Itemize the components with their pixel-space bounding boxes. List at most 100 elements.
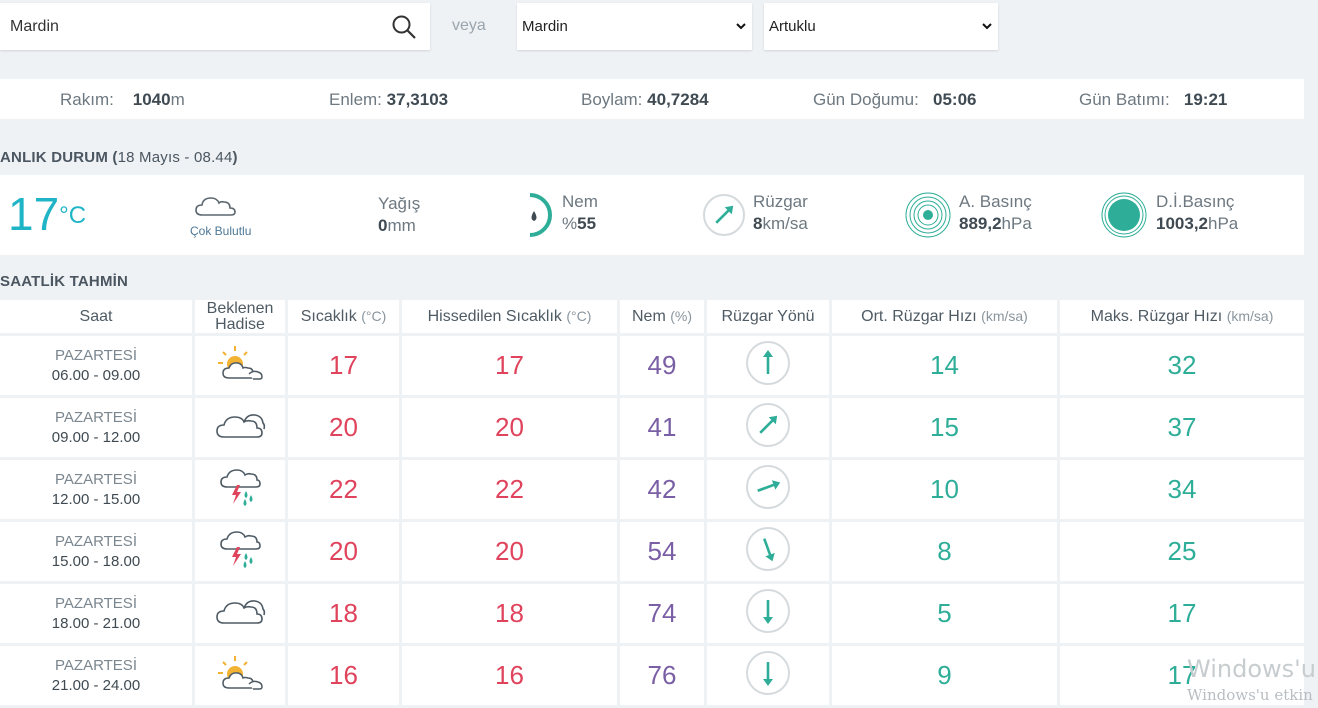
- current-condition-label: Çok Bulutlu: [190, 224, 252, 238]
- cell-max-wind: 37: [1060, 398, 1304, 457]
- col-avg-wind-header: Ort. Rüzgar Hızı (km/sa): [832, 300, 1057, 333]
- sunrise-label: Gün Doğumu:: [813, 90, 919, 109]
- col-event-header-line1: Beklenen: [206, 299, 274, 317]
- latitude-label: Enlem:: [329, 90, 382, 109]
- cell-humidity: 54: [620, 522, 704, 581]
- col-temp-unit: (°C): [361, 307, 387, 324]
- table-row: PAZARTESİ 09.00 - 12.00 20 20 41 15 37: [0, 398, 1304, 457]
- col-feels-unit: (°C): [566, 307, 592, 324]
- row-time: 06.00 - 09.00: [51, 366, 141, 384]
- altitude-unit: m: [170, 90, 185, 109]
- sunset: Gün Batımı: 19:21: [1079, 90, 1227, 110]
- row-max-wind: 25: [1167, 536, 1197, 566]
- cell-event: [195, 336, 285, 395]
- search-input[interactable]: [0, 3, 400, 50]
- table-row: PAZARTESİ 06.00 - 09.00 17 17 49 14 32: [0, 336, 1304, 395]
- row-humidity: 54: [647, 536, 677, 566]
- cell-avg-wind: 10: [832, 460, 1057, 519]
- wind-arrow-icon: [746, 651, 790, 695]
- search-icon[interactable]: [391, 14, 417, 40]
- cell-event: [195, 522, 285, 581]
- cell-temp: 16: [288, 646, 399, 705]
- row-temp: 16: [329, 660, 358, 690]
- precipitation-value: 0: [378, 216, 388, 235]
- district-select[interactable]: Artuklu: [764, 3, 998, 50]
- wind-unit: km/sa: [762, 214, 808, 233]
- sea-level-pressure-unit: hPa: [1208, 214, 1239, 233]
- col-humidity-unit: (%): [670, 307, 692, 324]
- row-humidity: 74: [647, 598, 677, 628]
- cell-avg-wind: 5: [832, 584, 1057, 643]
- row-day: PAZARTESİ: [55, 470, 137, 488]
- row-max-wind: 32: [1167, 350, 1197, 380]
- or-label: veya: [452, 17, 486, 34]
- thunderstorm-rain-icon: [218, 469, 262, 511]
- cell-time: PAZARTESİ 18.00 - 21.00: [0, 584, 192, 643]
- cell-wind-direction: [707, 336, 829, 395]
- location-info-bar: Rakım: 1040m Enlem: 37,3103 Boylam: 40,7…: [0, 79, 1304, 119]
- thunderstorm-rain-icon: [218, 531, 262, 573]
- col-event-header-line2: Hadise: [215, 315, 265, 333]
- row-max-wind: 37: [1167, 412, 1197, 442]
- col-wind-direction-header: Rüzgar Yönü: [707, 300, 829, 333]
- altitude-label: Rakım:: [60, 90, 114, 109]
- cell-time: PAZARTESİ 15.00 - 18.00: [0, 522, 192, 581]
- row-day: PAZARTESİ: [55, 532, 137, 550]
- district-select-value: Artuklu: [769, 18, 816, 35]
- sunset-label: Gün Batımı:: [1079, 90, 1170, 109]
- cell-feels: 17: [402, 336, 617, 395]
- longitude-label: Boylam:: [581, 90, 643, 109]
- cell-temp: 17: [288, 336, 399, 395]
- search-box: [0, 3, 430, 50]
- row-feels: 22: [495, 474, 524, 504]
- altitude: Rakım: 1040m: [60, 90, 185, 110]
- precipitation-unit: mm: [387, 216, 416, 235]
- cell-max-wind: 17: [1060, 584, 1304, 643]
- cell-avg-wind: 9: [832, 646, 1057, 705]
- col-event-header: Beklenen Hadise: [195, 300, 285, 333]
- activation-watermark: Windows'u: [1187, 655, 1316, 683]
- table-header-row: Saat Beklenen Hadise Sıcaklık (°C) Hissed…: [0, 300, 1304, 333]
- col-avg-wind-label: Ort. Rüzgar Hızı: [861, 307, 977, 325]
- row-humidity: 49: [647, 350, 677, 380]
- pressure-value: 889,2: [959, 214, 1002, 233]
- col-humidity-label: Nem: [631, 307, 666, 325]
- wind-label: Rüzgar: [753, 192, 808, 211]
- current-temp-value: 17: [8, 188, 60, 240]
- cell-max-wind: 17: [1060, 646, 1304, 705]
- sea-level-pressure: D.İ.Basınç 1003,2hPa: [1156, 191, 1238, 235]
- sea-level-pressure-icon: [1101, 192, 1147, 238]
- cell-temp: 20: [288, 522, 399, 581]
- cell-feels: 16: [402, 646, 617, 705]
- col-avg-wind-unit: (km/sa): [981, 307, 1028, 324]
- table-row: PAZARTESİ 18.00 - 21.00 18 18 74 5 17: [0, 584, 1304, 643]
- cell-wind-direction: [707, 522, 829, 581]
- pressure-gauge-icon: [905, 192, 951, 238]
- cell-event: [195, 398, 285, 457]
- cell-humidity: 41: [620, 398, 704, 457]
- row-day: PAZARTESİ: [55, 346, 137, 364]
- row-avg-wind: 15: [930, 412, 959, 442]
- latitude-value: 37,3103: [386, 90, 449, 109]
- cell-event: [195, 584, 285, 643]
- precipitation: Yağış 0mm: [378, 193, 420, 237]
- cell-temp: 22: [288, 460, 399, 519]
- row-avg-wind: 14: [930, 350, 959, 380]
- table-row: PAZARTESİ 21.00 - 24.00 16 16 76 9 17: [0, 646, 1304, 705]
- province-select[interactable]: Mardin: [517, 3, 752, 50]
- cell-wind-direction: [707, 646, 829, 705]
- cell-max-wind: 25: [1060, 522, 1304, 581]
- cell-time: PAZARTESİ 12.00 - 15.00: [0, 460, 192, 519]
- wind-value: 8: [753, 214, 763, 233]
- location-bar: veya Mardin Artuklu: [0, 0, 1318, 60]
- col-time-header: Saat: [0, 300, 192, 333]
- sunrise: Gün Doğumu: 05:06: [813, 90, 977, 110]
- row-humidity: 41: [647, 412, 677, 442]
- row-time: 18.00 - 21.00: [51, 614, 141, 632]
- col-temp-label: Sıcaklık: [300, 307, 357, 325]
- row-avg-wind: 9: [937, 660, 952, 690]
- current-title-text: ANLIK DURUM (: [0, 149, 118, 166]
- current-temperature: 17°C: [8, 191, 86, 237]
- pressure: A. Basınç 889,2hPa: [959, 191, 1032, 235]
- hourly-forecast-title: SAATLİK TAHMİN: [0, 273, 129, 290]
